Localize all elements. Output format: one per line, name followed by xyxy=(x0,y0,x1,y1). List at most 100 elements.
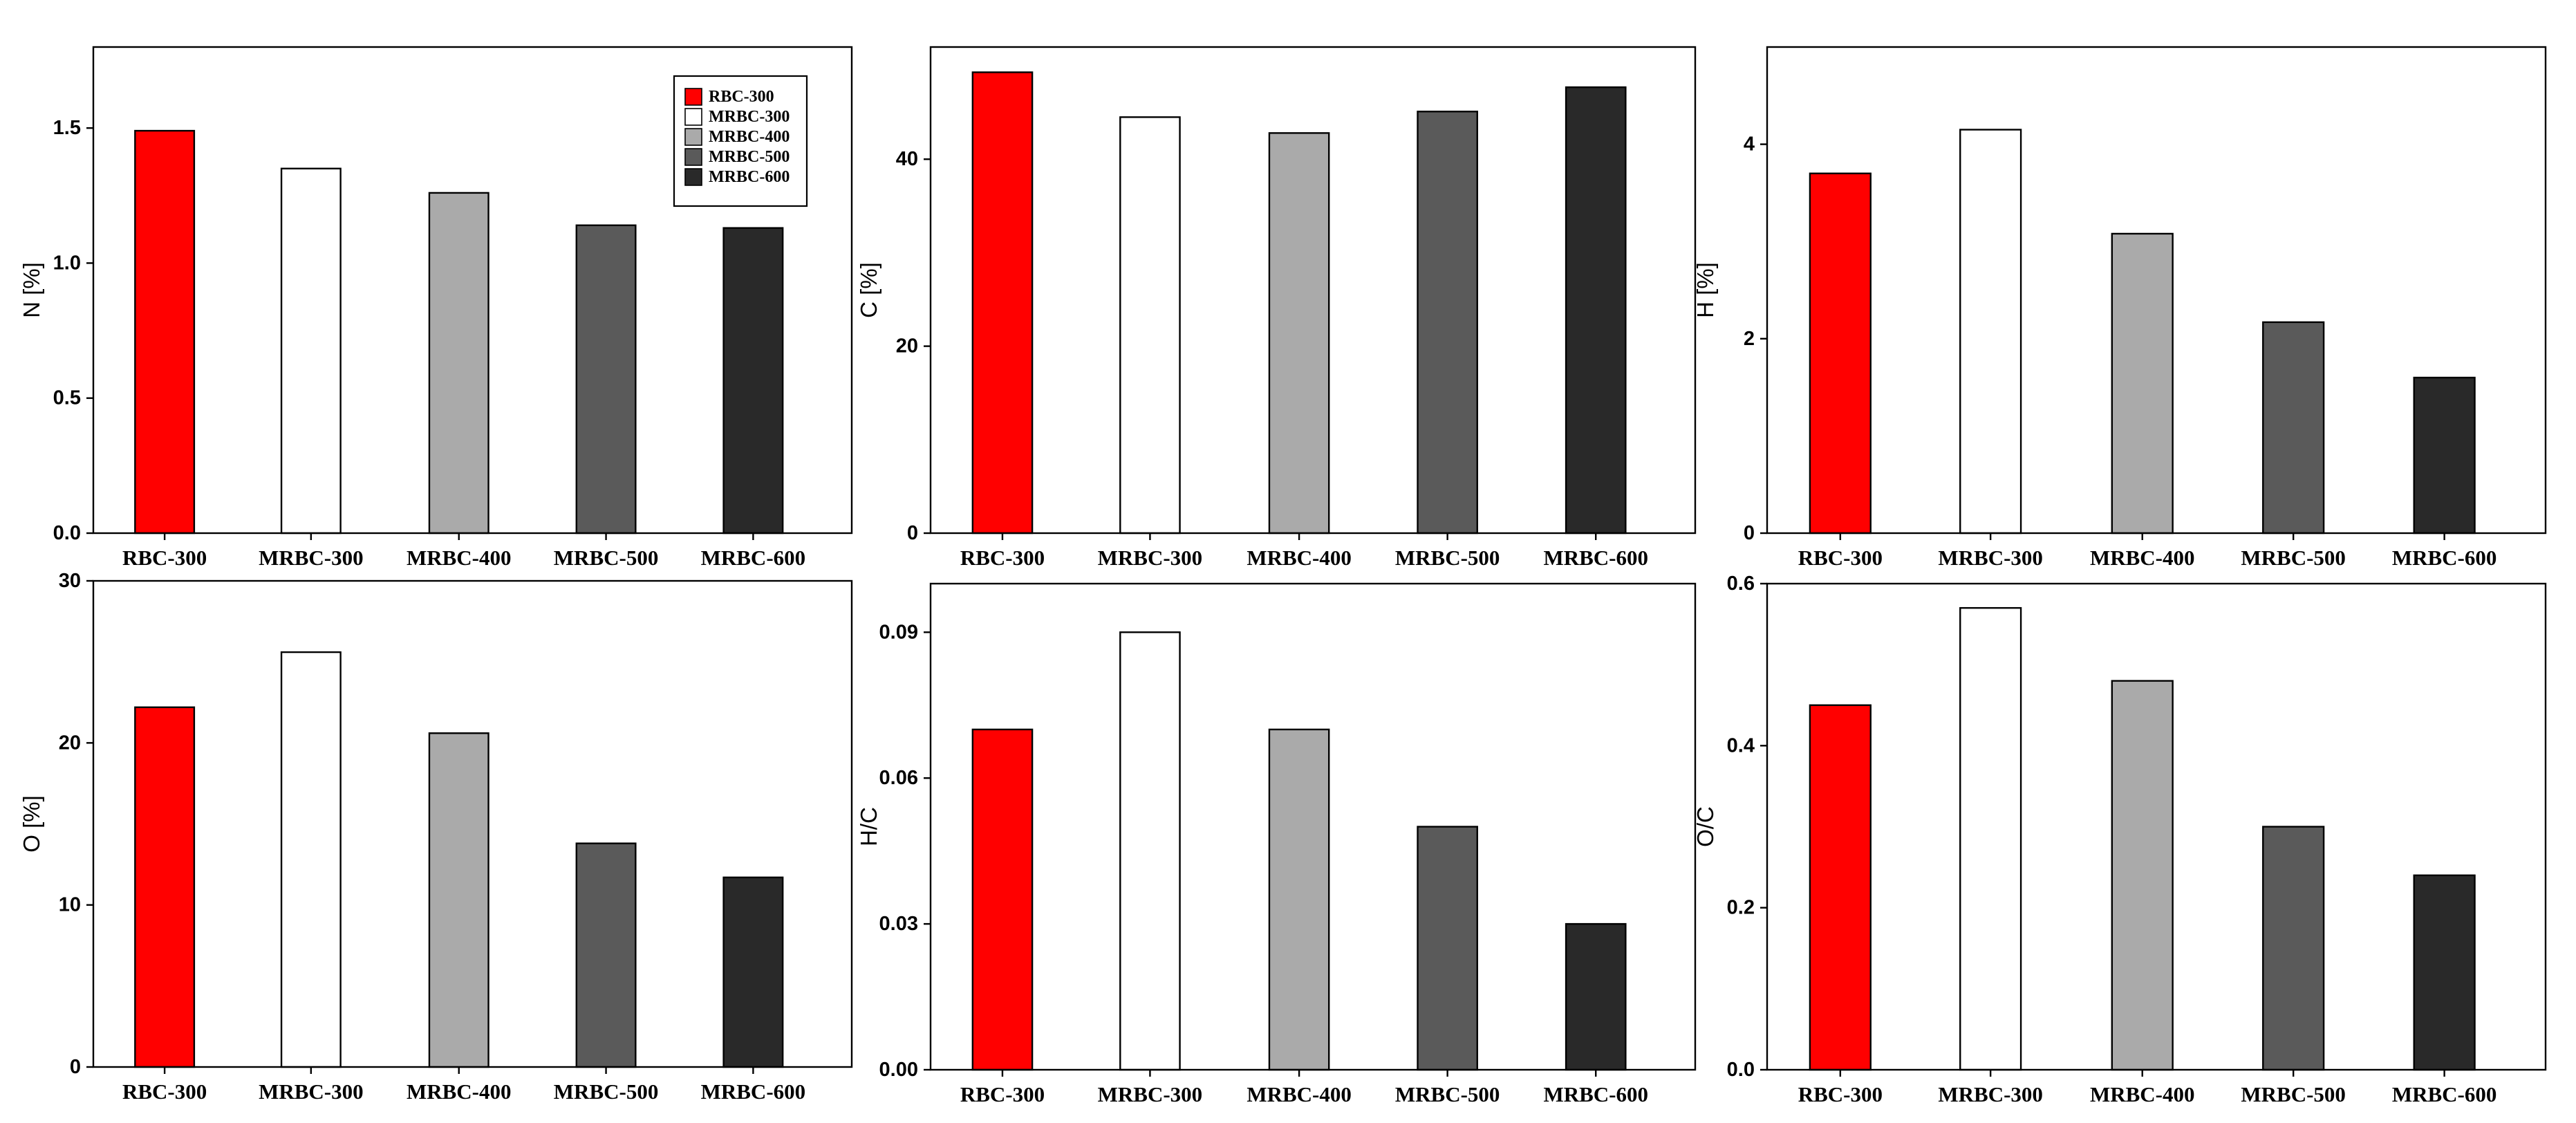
x-tick-label: MRBC-500 xyxy=(554,1079,659,1104)
y-tick-label: 0.0 xyxy=(1727,1059,1755,1081)
x-tick-label: RBC-300 xyxy=(122,546,207,570)
bar-mrbc-500 xyxy=(1417,826,1478,1071)
x-tick-label: MRBC-400 xyxy=(2090,1082,2195,1106)
bar-mrbc-300 xyxy=(280,167,342,535)
y-tick-label: 0 xyxy=(70,1056,81,1078)
x-tick-label: MRBC-600 xyxy=(2392,1082,2497,1106)
x-tick-label: MRBC-400 xyxy=(407,1079,512,1104)
x-tick-label: MRBC-600 xyxy=(1543,1082,1648,1106)
y-tick-label: 0.5 xyxy=(53,387,81,409)
y-tick-label: 0.00 xyxy=(879,1059,918,1081)
y-tick-label: 0.2 xyxy=(1727,897,1755,919)
x-tick-label: RBC-300 xyxy=(1798,546,1883,570)
bar-mrbc-300 xyxy=(1959,606,2022,1071)
bar-mrbc-400 xyxy=(2111,232,2174,535)
y-tick-label: 4 xyxy=(1744,133,1755,156)
y-tick-label: 1.0 xyxy=(53,252,81,274)
legend-label: MRBC-600 xyxy=(709,168,790,186)
y-axis-title: N [%] xyxy=(19,262,44,318)
plot-frame xyxy=(929,46,1697,535)
o-panel: 0 10 20 30 RBC-300 MRBC-300 MRBC-400 MRBC-500 MR… xyxy=(19,570,853,1104)
y-tick-label: 40 xyxy=(896,148,918,170)
y-axis-title: O/C xyxy=(1692,806,1718,847)
bar-mrbc-500 xyxy=(1417,111,1478,535)
legend-label: MRBC-500 xyxy=(709,148,790,166)
x-tick-label: MRBC-300 xyxy=(259,1079,364,1104)
x-tick-label: MRBC-300 xyxy=(1938,1082,2043,1106)
bar-rbc-300 xyxy=(1809,172,1872,535)
bar-rbc-300 xyxy=(134,129,196,535)
y-tick-label: 0 xyxy=(907,522,918,544)
y-tick-label: 20 xyxy=(896,335,918,358)
y-tick-label: 10 xyxy=(59,894,81,916)
bar-mrbc-300 xyxy=(1119,631,1181,1071)
x-tick-label: MRBC-600 xyxy=(2392,546,2497,570)
legend-swatch xyxy=(684,168,702,186)
legend-swatch xyxy=(684,148,702,166)
y-tick-label: 20 xyxy=(59,732,81,754)
plot-frame xyxy=(1766,46,2547,535)
legend: RBC-300 MRBC-300 MRBC-400 MRBC-500 MRBC-600 xyxy=(673,75,808,207)
bar-rbc-300 xyxy=(1809,704,1872,1071)
bar-rbc-300 xyxy=(134,706,196,1068)
x-tick-label: RBC-300 xyxy=(960,1082,1045,1106)
y-tick-label: 0.03 xyxy=(879,913,918,935)
legend-swatch xyxy=(684,128,702,146)
y-tick-label: 0.6 xyxy=(1727,573,1755,595)
x-tick-label: MRBC-500 xyxy=(2241,546,2346,570)
x-tick-label: MRBC-600 xyxy=(1543,546,1648,570)
y-tick-label: 0 xyxy=(1744,522,1755,544)
x-tick-label: MRBC-600 xyxy=(701,1079,806,1104)
x-tick-label: MRBC-500 xyxy=(554,546,659,570)
x-tick-label: MRBC-600 xyxy=(701,546,806,570)
y-tick-label: 0.4 xyxy=(1727,734,1755,757)
y-tick-label: 0.09 xyxy=(879,621,918,643)
plot-frame xyxy=(929,582,1697,1071)
plot-frame xyxy=(92,46,853,535)
bar-mrbc-500 xyxy=(2262,826,2325,1071)
bar-rbc-300 xyxy=(971,71,1034,535)
bar-mrbc-400 xyxy=(428,192,489,535)
c-panel: 0 20 40 RBC-300 MRBC-300 MRBC-400 MRBC-500 MRBC… xyxy=(856,46,1697,570)
oc-panel: 0.0 0.2 0.4 0.6 RBC-300 MRBC-300 MRBC-400 MRBC-… xyxy=(1692,573,2547,1106)
bar-mrbc-500 xyxy=(575,224,637,535)
hc-panel: 0.00 0.03 0.06 0.09 RBC-300 MRBC-300 MRBC-400 M… xyxy=(856,582,1697,1106)
bar-mrbc-400 xyxy=(1268,132,1330,535)
x-tick-label: MRBC-500 xyxy=(1395,1082,1500,1106)
y-tick-label: 0.06 xyxy=(879,767,918,789)
bar-mrbc-600 xyxy=(1565,86,1627,535)
bar-mrbc-600 xyxy=(722,876,784,1068)
bar-mrbc-300 xyxy=(280,651,342,1068)
legend-label: RBC-300 xyxy=(709,88,774,106)
x-tick-label: MRBC-300 xyxy=(1938,546,2043,570)
x-tick-label: MRBC-300 xyxy=(1098,546,1203,570)
legend-swatch xyxy=(684,88,702,106)
bar-rbc-300 xyxy=(971,728,1034,1071)
h-panel: 0 2 4 RBC-300 MRBC-300 MRBC-400 MRBC-500 MRBC-6… xyxy=(1692,46,2547,570)
legend-label: MRBC-300 xyxy=(709,108,790,126)
bar-mrbc-400 xyxy=(2111,680,2174,1071)
y-axis-title: H/C xyxy=(856,807,881,846)
x-tick-label: MRBC-300 xyxy=(259,546,364,570)
x-tick-label: MRBC-300 xyxy=(1098,1082,1203,1106)
plot-frame xyxy=(1766,582,2547,1071)
y-tick-label: 2 xyxy=(1744,328,1755,350)
x-tick-label: MRBC-500 xyxy=(1395,546,1500,570)
plot-frame xyxy=(92,579,853,1068)
y-tick-label: 1.5 xyxy=(53,117,81,139)
legend-label: MRBC-400 xyxy=(709,128,790,146)
x-tick-label: MRBC-400 xyxy=(2090,546,2195,570)
x-tick-label: RBC-300 xyxy=(960,546,1045,570)
bar-mrbc-400 xyxy=(428,732,489,1068)
bar-mrbc-600 xyxy=(2413,874,2476,1071)
y-tick-label: 30 xyxy=(59,570,81,592)
bar-mrbc-300 xyxy=(1119,116,1181,535)
bar-mrbc-600 xyxy=(2413,376,2476,535)
y-axis-title: O [%] xyxy=(19,795,44,853)
x-tick-label: MRBC-400 xyxy=(1247,546,1352,570)
bar-mrbc-600 xyxy=(1565,922,1627,1071)
x-tick-label: RBC-300 xyxy=(1798,1082,1883,1106)
x-tick-label: RBC-300 xyxy=(122,1079,207,1104)
bar-mrbc-400 xyxy=(1268,728,1330,1071)
